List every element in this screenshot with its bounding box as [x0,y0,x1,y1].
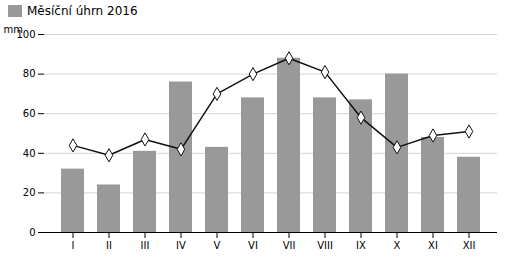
svg-text:II: II [106,240,112,251]
svg-text:X: X [394,240,401,251]
svg-text:IX: IX [356,240,366,251]
svg-text:60: 60 [23,108,36,119]
svg-text:VI: VI [248,240,258,251]
svg-text:XII: XII [463,240,476,251]
svg-text:IV: IV [176,240,186,251]
svg-text:V: V [214,240,221,251]
svg-text:40: 40 [23,148,36,159]
html-text:Měsíční úhrn 2016: Měsíční úhrn 2016 [27,4,138,18]
svg-text:VII: VII [283,240,296,251]
svg-text:XI: XI [428,240,438,251]
svg-text:20: 20 [23,187,36,198]
svg-text:VIII: VIII [317,240,333,251]
svg-text:I: I [72,240,75,251]
svg-text:0: 0 [29,227,35,238]
svg-text:III: III [141,240,150,251]
svg-text:100: 100 [16,28,36,40]
svg-text:80: 80 [23,68,36,79]
svg-text:mm: mm [4,24,23,35]
